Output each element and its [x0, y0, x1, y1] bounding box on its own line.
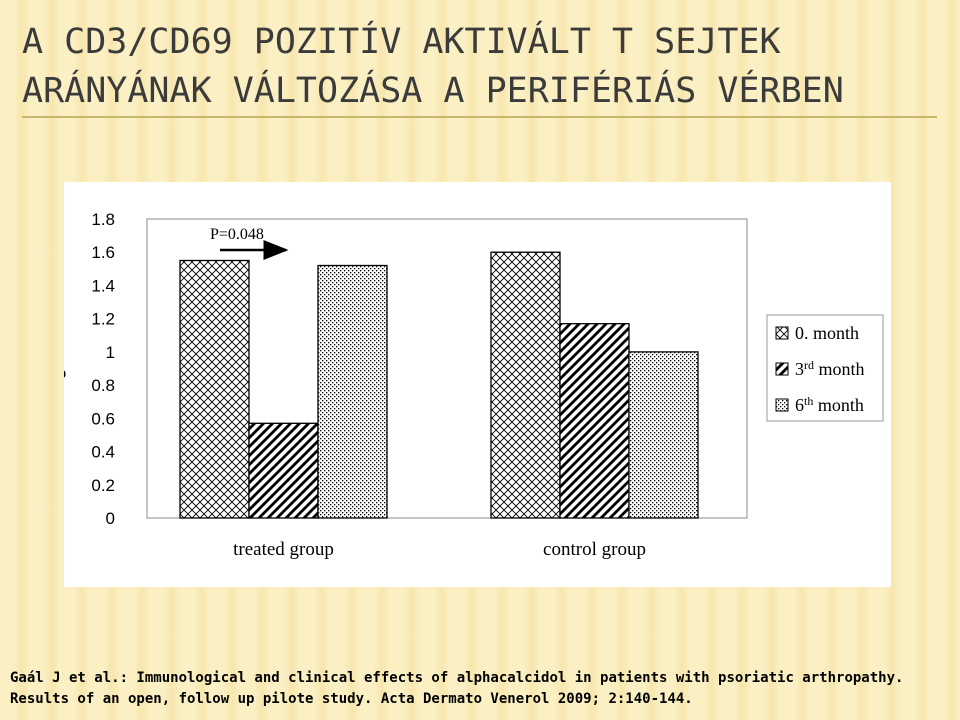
legend-swatch-dots [775, 398, 789, 412]
bar-cross-1 [490, 251, 561, 519]
legend-label: 3rd month [795, 358, 865, 379]
y-tick-label: 0 [106, 509, 115, 528]
title-divider [22, 116, 937, 118]
chart-legend: 0. month 3rd month 6th month [766, 314, 884, 422]
citation: Gaál J et al.: Immunological and clinica… [10, 668, 955, 710]
y-tick-label: 1.4 [91, 276, 115, 295]
bar-diagonal-0 [248, 422, 319, 519]
slide-title-line-1: A CD3/CD69 POZITÍV AKTIVÁLT T SEJTEK [22, 22, 781, 62]
y-tick-label: 1.6 [91, 243, 115, 262]
chart-panel: % 0 0.2 0.4 0.6 0.8 1 1.2 1.4 1.6 1.8 treated gro… [48, 182, 891, 587]
bar-chart: % 0 0.2 0.4 0.6 0.8 1 1.2 1.4 1.6 1.8 treated gro… [48, 210, 884, 560]
legend-label: 0. month [795, 323, 859, 343]
bar-dots-1 [628, 351, 699, 519]
y-tick-label: 1.2 [91, 310, 115, 329]
bar-diagonal-1 [559, 323, 630, 519]
y-tick-label: 0.8 [91, 376, 115, 395]
slide-title: A CD3/CD69 POZITÍV AKTIVÁLT T SEJTEK ARÁ… [22, 18, 952, 116]
bar-cross-0 [179, 259, 250, 519]
x-axis-labels: treated group control group [233, 539, 646, 560]
legend-swatch-diagonal [775, 362, 789, 376]
y-axis-label: % [64, 358, 66, 383]
citation-line-2: Results of an open, follow up pilote stu… [10, 691, 693, 707]
bar-dots-0 [317, 264, 388, 519]
slide-title-line-2: ARÁNYÁNAK VÁLTOZÁSA A PERIFÉRIÁS VÉRBEN [22, 71, 844, 111]
x-category-label: treated group [233, 539, 334, 560]
y-tick-label: 1 [106, 343, 115, 362]
citation-line-1: Gaál J et al.: Immunological and clinica… [10, 670, 904, 686]
x-category-label: control group [543, 539, 646, 560]
plot-area-frame [146, 218, 748, 519]
y-tick-label: 0.4 [91, 443, 115, 462]
y-tick-label: 0.2 [91, 476, 115, 495]
y-axis-ticks: 0 0.2 0.4 0.6 0.8 1 1.2 1.4 1.6 1.8 [91, 210, 115, 528]
y-tick-label: 0.6 [91, 409, 115, 428]
legend-swatch-cross [775, 326, 789, 340]
bars [179, 251, 699, 519]
legend-label: 6th month [795, 394, 864, 415]
p-value-annotation: P=0.048 [210, 226, 264, 243]
y-tick-label: 1.8 [91, 210, 115, 229]
